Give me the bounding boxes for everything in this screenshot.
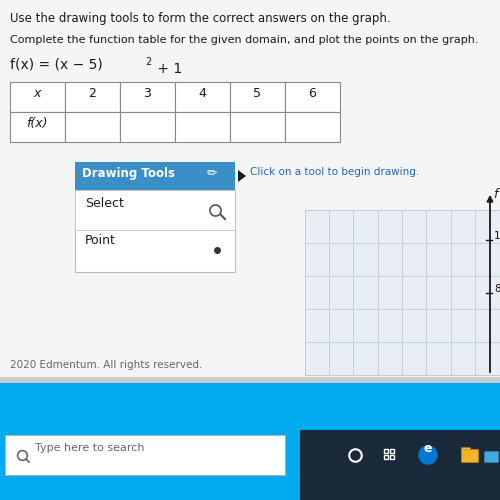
Text: f(x): f(x) — [26, 117, 48, 130]
Circle shape — [419, 446, 437, 464]
Text: Complete the function table for the given domain, and plot the points on the gra: Complete the function table for the give… — [10, 35, 478, 45]
Bar — [175, 82, 230, 112]
Text: 2: 2 — [145, 57, 151, 67]
Bar — [0, 383, 500, 500]
Text: Type here to search: Type here to search — [35, 443, 144, 453]
Text: x: x — [34, 87, 40, 100]
Text: + 1: + 1 — [153, 62, 182, 76]
Bar — [230, 82, 285, 112]
Bar — [175, 112, 230, 142]
Text: 10: 10 — [494, 230, 500, 240]
Bar — [75, 162, 235, 190]
Bar — [0, 377, 500, 383]
Text: 6: 6 — [308, 87, 316, 100]
FancyBboxPatch shape — [462, 450, 478, 462]
Bar — [0, 0, 500, 380]
Bar — [10, 112, 65, 142]
Bar — [390, 449, 394, 453]
Bar — [5, 435, 285, 475]
Text: 5: 5 — [253, 87, 261, 100]
Text: 2020 Edmentum. All rights reserved.: 2020 Edmentum. All rights reserved. — [10, 360, 202, 370]
Text: 8: 8 — [494, 284, 500, 294]
Text: 3: 3 — [143, 87, 151, 100]
Text: f(x) = (x − 5): f(x) = (x − 5) — [10, 57, 103, 71]
Bar — [390, 455, 394, 459]
Bar — [384, 449, 388, 453]
Bar — [305, 210, 500, 375]
Bar — [120, 112, 175, 142]
Text: f: f — [493, 188, 498, 201]
Bar — [10, 82, 65, 112]
Bar — [65, 82, 120, 112]
Bar — [484, 451, 498, 462]
Bar — [75, 190, 235, 230]
Text: 2: 2 — [88, 87, 96, 100]
Text: Drawing Tools: Drawing Tools — [82, 167, 175, 180]
Bar — [285, 112, 340, 142]
Text: Click on a tool to begin drawing.: Click on a tool to begin drawing. — [250, 167, 419, 177]
Bar — [65, 112, 120, 142]
Polygon shape — [238, 170, 246, 182]
Text: e: e — [424, 442, 432, 454]
Bar — [120, 82, 175, 112]
Text: ✏: ✏ — [207, 167, 218, 180]
Bar — [384, 455, 388, 459]
Bar — [300, 430, 500, 500]
Bar — [230, 112, 285, 142]
Text: 4: 4 — [198, 87, 206, 100]
Text: Use the drawing tools to form the correct answers on the graph.: Use the drawing tools to form the correc… — [10, 12, 390, 25]
FancyBboxPatch shape — [462, 448, 470, 452]
Text: Select: Select — [85, 197, 124, 210]
Bar — [75, 190, 235, 272]
Bar — [285, 82, 340, 112]
Text: Point: Point — [85, 234, 116, 247]
